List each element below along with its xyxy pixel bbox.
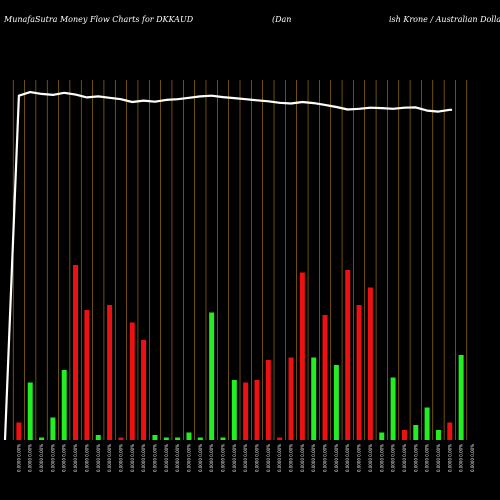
money-flow-bar [333,365,339,440]
x-tick-label: 0.0000 0.00% [243,444,248,472]
x-tick-label: 0.0000 0.00% [402,444,407,472]
money-flow-bar [73,265,79,440]
x-tick-label: 0.0000 0.00% [221,444,226,472]
x-tick-label: 0.0000 0.00% [16,444,21,472]
x-axis-tick-labels: 0.0000 0.00% 0.0000 0.00% 0.0000 0.00% 0.00… [16,444,475,472]
money-flow-bar [458,355,464,440]
chart-title-left: MunafaSutra Money Flow Charts for DKKAUD [3,15,194,24]
x-tick-label: 0.0000 0.00% [187,444,192,472]
x-tick-label: 0.0000 0.00% [379,444,384,472]
x-tick-label: 0.0000 0.00% [96,444,101,472]
money-flow-bar [265,360,271,440]
x-tick-label: 0.0000 0.00% [255,444,260,472]
money-flow-bar [447,422,453,440]
money-flow-bar [345,270,351,440]
money-flow-bar [163,437,169,440]
money-flow-bar [299,272,305,440]
vertical-gridlines [12,80,468,440]
money-flow-bar [27,382,33,440]
money-flow-bar [50,417,56,440]
x-tick-label: 0.0000 0.00% [198,444,203,472]
money-flow-bar [367,287,373,440]
money-flow-bar [231,380,237,440]
money-flow-bar [322,315,328,440]
money-flow-bar [175,437,181,440]
money-flow-bar [209,312,215,440]
x-tick-label: 0.0000 0.00% [39,444,44,472]
x-tick-label: 0.0000 0.00% [425,444,430,472]
money-flow-bar [16,422,22,440]
x-tick-label: 0.0000 0.00% [357,444,362,472]
money-flow-bar [186,432,192,440]
money-flow-bar [243,382,249,440]
money-flow-bar [129,322,135,440]
money-flow-bar [220,437,226,440]
money-flow-bar [197,437,203,440]
money-flow-bar [95,435,101,440]
money-flow-bars [16,265,464,440]
x-tick-label: 0.0000 0.00% [334,444,339,472]
x-tick-label: 0.0000 0.00% [323,444,328,472]
money-flow-bar [435,430,441,440]
money-flow-bar [311,357,317,440]
x-tick-label: 0.0000 0.00% [28,444,33,472]
x-tick-label: 0.0000 0.00% [107,444,112,472]
money-flow-bar [107,305,113,440]
x-tick-label: 0.0000 0.00% [50,444,55,472]
x-tick-label: 0.0000 0.00% [459,444,464,472]
money-flow-bar [84,310,90,440]
money-flow-bar [424,407,430,440]
x-tick-label: 0.0000 0.00% [470,444,475,472]
x-tick-label: 0.0000 0.00% [175,444,180,472]
x-tick-label: 0.0000 0.00% [413,444,418,472]
x-tick-label: 0.0000 0.00% [300,444,305,472]
money-flow-bar [356,305,362,440]
x-tick-label: 0.0000 0.00% [73,444,78,472]
x-tick-label: 0.0000 0.00% [391,444,396,472]
money-flow-bar [254,380,260,440]
x-tick-label: 0.0000 0.00% [130,444,135,472]
money-flow-bar [39,437,45,440]
x-tick-label: 0.0000 0.00% [311,444,316,472]
money-flow-bar [152,435,158,440]
x-tick-label: 0.0000 0.00% [118,444,123,472]
x-tick-label: 0.0000 0.00% [447,444,452,472]
money-flow-bar [141,340,147,440]
x-tick-label: 0.0000 0.00% [368,444,373,472]
price-line [3,90,453,441]
money-flow-bar [379,432,385,440]
x-tick-label: 0.0000 0.00% [277,444,282,472]
money-flow-bar [118,437,124,440]
x-tick-label: 0.0000 0.00% [436,444,441,472]
x-tick-label: 0.0000 0.00% [209,444,214,472]
money-flow-bar [401,430,407,440]
chart-title-mid: (Dan [272,15,291,24]
x-tick-label: 0.0000 0.00% [266,444,271,472]
x-tick-label: 0.0000 0.00% [141,444,146,472]
x-tick-label: 0.0000 0.00% [152,444,157,472]
money-flow-bar [413,425,419,440]
x-tick-label: 0.0000 0.00% [164,444,169,472]
x-tick-label: 0.0000 0.00% [289,444,294,472]
x-tick-label: 0.0000 0.00% [84,444,89,472]
chart-title-right: ish Krone / Australian Dolla [389,15,500,24]
money-flow-bar [277,437,283,440]
money-flow-bar [390,377,396,440]
x-tick-label: 0.0000 0.00% [345,444,350,472]
x-tick-label: 0.0000 0.00% [62,444,67,472]
money-flow-bar [61,370,67,440]
x-tick-label: 0.0000 0.00% [232,444,237,472]
money-flow-bar [288,357,294,440]
